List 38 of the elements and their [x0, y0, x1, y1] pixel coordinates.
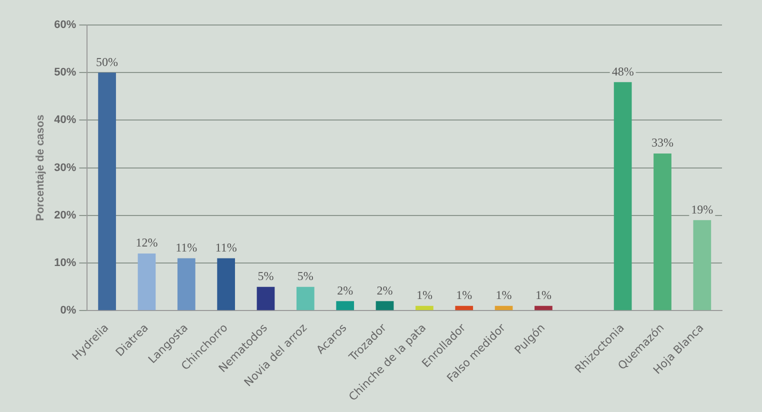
bar	[693, 220, 712, 310]
bar	[534, 306, 552, 310]
bar	[98, 72, 116, 310]
bar	[614, 82, 632, 310]
bar	[416, 306, 434, 310]
y-tick-label: 30%	[54, 162, 76, 174]
bar	[654, 154, 672, 310]
data-label: 11%	[176, 240, 198, 254]
y-axis-title: Porcentaje de casos	[34, 114, 47, 222]
y-tick-label: 50%	[54, 66, 76, 79]
bar	[177, 258, 196, 310]
bar	[256, 286, 275, 310]
data-label: 2%	[337, 283, 354, 298]
y-tick-label: 0%	[60, 304, 76, 317]
y-tick-label: 10%	[54, 257, 76, 270]
bar	[494, 306, 513, 310]
data-label: 1%	[496, 288, 512, 302]
bar	[336, 301, 354, 310]
data-label: 33%	[651, 136, 674, 150]
bar	[376, 301, 394, 310]
bar	[138, 254, 156, 310]
data-label: 12%	[136, 236, 158, 250]
data-label: 48%	[612, 64, 634, 78]
data-label: 5%	[297, 268, 314, 283]
data-label: 11%	[215, 240, 237, 254]
data-label: 1%	[535, 288, 552, 302]
data-label: 50%	[96, 54, 118, 69]
data-label: 2%	[376, 283, 393, 298]
bar	[455, 306, 474, 310]
bar	[217, 258, 235, 310]
data-label: 1%	[416, 288, 432, 302]
data-label: 1%	[456, 288, 472, 302]
y-tick-label: 40%	[54, 114, 76, 126]
data-label: 5%	[258, 268, 274, 283]
data-label: 19%	[691, 202, 714, 216]
y-tick-label: 20%	[54, 209, 76, 222]
y-tick-label: 60%	[54, 19, 76, 32]
bar	[296, 286, 314, 310]
